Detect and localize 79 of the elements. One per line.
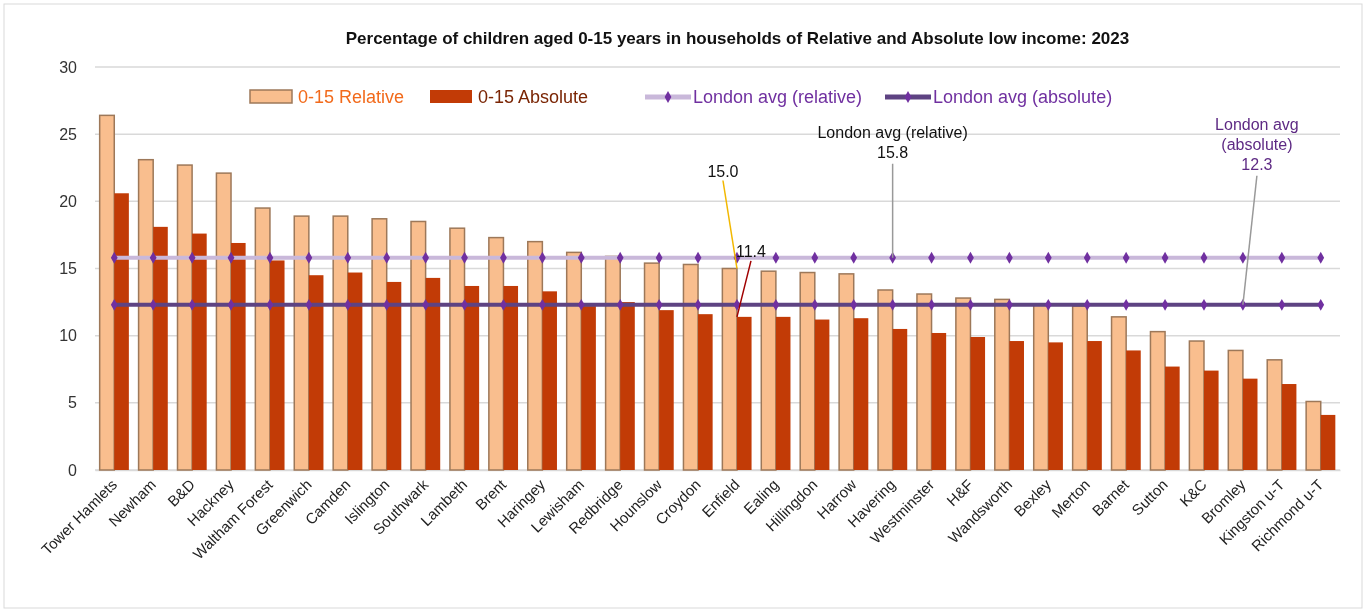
bar — [682, 263, 699, 471]
bar — [1087, 341, 1102, 470]
bar — [838, 273, 855, 471]
bar — [215, 172, 232, 471]
bar — [565, 251, 583, 471]
legend-label: London avg (relative) — [693, 87, 863, 107]
bar — [527, 240, 544, 471]
bar — [892, 328, 908, 470]
y-tick-label: 10 — [59, 327, 78, 345]
legend-label: London avg (absolute) — [933, 87, 1113, 107]
y-tick-label: 20 — [59, 192, 78, 210]
bar — [254, 207, 271, 471]
bar — [332, 215, 349, 471]
bar — [643, 262, 660, 471]
bar — [1149, 330, 1166, 471]
bar — [1281, 384, 1297, 470]
bar — [736, 316, 752, 470]
annotation: 15.0 — [707, 162, 739, 180]
bar — [293, 215, 310, 471]
legend-label: 0-15 Relative — [298, 87, 405, 107]
bar — [814, 319, 830, 470]
y-tick-label: 25 — [59, 125, 78, 143]
bar — [269, 260, 285, 470]
bar — [853, 318, 869, 470]
y-tick-label: 15 — [59, 260, 78, 278]
bar — [192, 233, 207, 470]
annotation: London avg (absolute) 12.3 — [1215, 115, 1299, 173]
bar — [231, 242, 246, 470]
bar — [1032, 304, 1050, 471]
bar — [799, 271, 816, 471]
bar — [449, 227, 466, 471]
annotation: 11.4 — [735, 242, 767, 260]
bar — [877, 289, 894, 471]
bar — [1188, 340, 1205, 471]
bar — [659, 310, 674, 470]
bar — [371, 218, 388, 471]
bar — [775, 316, 791, 470]
y-tick-label: 30 — [59, 58, 78, 76]
bar — [153, 226, 168, 470]
bar — [386, 281, 402, 470]
y-tick-label: 0 — [68, 461, 78, 479]
bar — [1203, 370, 1219, 470]
legend-label: 0-15 Absolute — [478, 87, 589, 107]
bar — [347, 272, 363, 470]
bar — [503, 285, 519, 470]
bar — [1071, 305, 1088, 471]
bar — [1009, 341, 1024, 470]
bar — [760, 270, 777, 471]
bar — [1320, 414, 1336, 470]
bar — [581, 306, 596, 470]
bar — [970, 337, 986, 470]
bar — [425, 277, 441, 470]
bar — [542, 291, 557, 470]
annotation: London avg (relative) 15.8 — [817, 123, 968, 161]
bar — [721, 267, 738, 471]
bar — [1266, 359, 1283, 471]
chart-title: Percentage of children aged 0-15 years in households of Relative and Absolute low income: 2023 — [345, 29, 1130, 48]
bar — [176, 164, 193, 471]
bar — [114, 193, 129, 470]
bar — [464, 285, 480, 470]
bar — [410, 220, 427, 471]
bar — [1227, 349, 1244, 471]
bar — [698, 314, 713, 470]
bar — [488, 236, 505, 471]
bar — [1242, 378, 1258, 470]
y-tick-label: 5 — [68, 394, 78, 412]
bar — [137, 158, 154, 471]
bar — [916, 293, 933, 471]
bar — [1305, 400, 1322, 471]
bar — [931, 332, 947, 470]
bar — [994, 298, 1011, 471]
bar — [308, 275, 324, 470]
bar — [1048, 342, 1063, 470]
bar — [955, 297, 972, 471]
bar — [1165, 366, 1180, 470]
bar — [620, 302, 635, 470]
bar — [1126, 350, 1141, 470]
bar — [98, 114, 116, 471]
bar — [1110, 316, 1127, 471]
